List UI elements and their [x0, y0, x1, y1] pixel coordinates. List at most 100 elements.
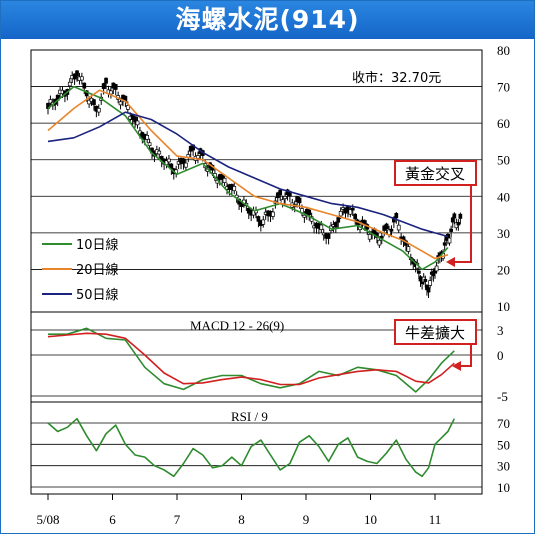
- price-candle-body: [261, 219, 266, 225]
- rsi-series-line: [47, 417, 456, 478]
- rsi-y-tick-label: 30: [497, 459, 510, 474]
- x-tick-label: 6: [109, 512, 116, 527]
- price-candle-body: [118, 101, 123, 106]
- price-candle-body: [92, 99, 96, 106]
- price-candle-body: [167, 158, 171, 163]
- legend-ma20-label: 20日線: [76, 262, 119, 278]
- price-candle-body: [389, 228, 394, 232]
- price-candle-body: [346, 206, 350, 212]
- x-tick-label: 9: [303, 512, 310, 527]
- price-candle-body: [109, 90, 113, 95]
- price-candle-body: [307, 209, 312, 216]
- rsi-panel-title: RSI / 9: [231, 409, 268, 424]
- bull-widening-box: [394, 319, 477, 345]
- price-candle-body: [104, 77, 108, 84]
- macd-panel-title: MACD 12 - 26(9): [190, 318, 284, 333]
- legend: 10日線 20日線 50日線: [42, 237, 119, 303]
- legend-ma10-label: 10日線: [76, 237, 119, 253]
- x-tick-label: 11: [429, 512, 442, 527]
- price-candle-body: [428, 280, 433, 286]
- price-candle-body: [256, 216, 261, 222]
- price-candle-body: [133, 116, 137, 123]
- price-candle-body: [449, 228, 453, 232]
- price-candle-body: [82, 82, 87, 89]
- price-candle-body: [450, 217, 455, 223]
- price-candle-body: [394, 213, 399, 219]
- price-y-tick-label: 40: [497, 189, 510, 204]
- price-candle-body: [101, 83, 106, 90]
- signal-series-line: [47, 332, 455, 386]
- bull-widening-arrow: [458, 344, 472, 367]
- price-candle-body: [396, 224, 401, 231]
- rsi-y-tick-label: 70: [497, 416, 510, 431]
- price-candle-body: [458, 213, 463, 219]
- price-candle-body: [377, 239, 382, 246]
- price-candle-body: [434, 265, 439, 272]
- price-y-tick-label: 60: [497, 116, 510, 131]
- close-price-label: 收市：32.70元: [352, 70, 441, 86]
- x-tick-label: 7: [174, 512, 181, 527]
- x-tick-label: 10: [364, 512, 377, 527]
- price-candle-body: [135, 120, 140, 126]
- price-candle-body: [319, 224, 324, 230]
- macd-y-tick-label: 3: [497, 323, 504, 338]
- price-candle-body: [447, 237, 452, 244]
- price-candle-body: [125, 105, 130, 110]
- golden-cross-text: 黃金交叉: [405, 165, 465, 183]
- price-candle-body: [452, 213, 457, 219]
- price-candle-body: [336, 217, 341, 223]
- price-candle-body: [232, 186, 237, 192]
- bull-widening-text: 牛差擴大: [405, 324, 465, 342]
- rsi-panel: [30, 401, 483, 495]
- price-candle-body: [353, 213, 358, 220]
- price-candle-body: [184, 162, 188, 168]
- golden-cross-arrowhead: [446, 257, 455, 267]
- price-candle-body: [46, 103, 50, 109]
- x-tick-labels: 5/08 6 7 8 9 10 11: [36, 494, 441, 527]
- price-candle-body: [426, 287, 431, 293]
- price-candle-body: [113, 84, 118, 90]
- price-candle-body: [302, 214, 307, 218]
- price-candle-body: [157, 150, 162, 155]
- price-candle-body: [406, 246, 411, 252]
- price-y-tick-label: 20: [497, 262, 510, 277]
- x-tick-label: 5/08: [36, 512, 59, 527]
- price-candle-body: [67, 81, 72, 87]
- price-candle-body: [48, 99, 53, 104]
- golden-cross-box: [394, 160, 477, 186]
- price-candle-body: [145, 134, 150, 140]
- macd-y-tick-label: 0: [497, 348, 504, 363]
- macd-series-line: [48, 327, 455, 393]
- price-candle-body: [181, 158, 186, 165]
- price-candle-body: [72, 73, 77, 80]
- price-candle-body: [442, 242, 447, 246]
- price-candle-body: [271, 211, 275, 217]
- price-candle-body: [75, 70, 79, 77]
- price-candle-body: [338, 210, 343, 217]
- rsi-y-tick-label: 50: [497, 437, 510, 452]
- price-candle-body: [350, 207, 355, 211]
- x-tick-label: 8: [238, 512, 245, 527]
- series-lines: [47, 85, 456, 478]
- price-y-tick-label: 70: [497, 80, 510, 95]
- price-candle-body: [348, 209, 353, 215]
- golden-cross-callout: 黃金交叉: [394, 160, 477, 267]
- rsi-y-tick-label: 10: [497, 480, 510, 495]
- macd-y-tick-label: -5: [497, 389, 508, 404]
- chart-title: 海螺水泥(914): [1, 1, 534, 39]
- price-y-tick-label: 80: [497, 43, 510, 58]
- bull-widening-arrowhead: [452, 361, 461, 371]
- price-candle-body: [222, 177, 227, 183]
- price-candle-body: [196, 155, 200, 159]
- ma20-series-line: [47, 89, 449, 260]
- price-candle-body: [297, 197, 302, 204]
- price-y-tick-label: 30: [497, 226, 510, 241]
- price-candle-body: [326, 233, 331, 239]
- ma10-series-line: [47, 85, 449, 271]
- price-candle-body: [80, 76, 84, 81]
- price-candle-body: [384, 223, 389, 229]
- price-candle-body: [379, 235, 384, 239]
